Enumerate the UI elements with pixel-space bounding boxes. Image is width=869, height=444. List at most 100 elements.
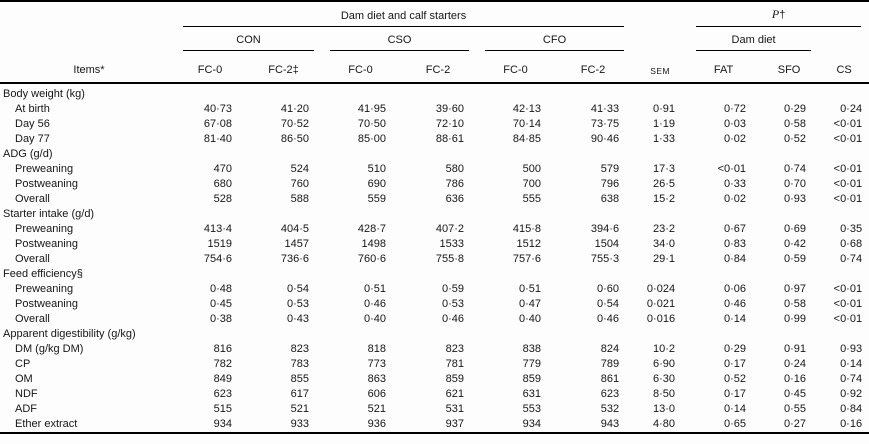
cell-value: 6·90 — [653, 358, 676, 370]
spacer-cell — [819, 27, 869, 51]
row-label: Day 77 — [15, 133, 50, 145]
row-label: DM (g/kg DM) — [15, 343, 84, 355]
cell-value: 0·74 — [840, 373, 863, 385]
column-header-fc0-cfo: FC-0 — [503, 64, 528, 76]
cell-value: 0·016 — [646, 313, 676, 325]
spacer-cell — [0, 27, 175, 51]
cell-value: 0·38 — [209, 313, 232, 325]
table-header: Dam diet and calf starters P† CON CSO CF… — [0, 1, 869, 83]
cell-value: 500 — [522, 163, 541, 175]
cell-value: 0·84 — [724, 253, 747, 265]
row-label: Preweaning — [15, 283, 74, 295]
spacer-cell — [632, 27, 688, 51]
cell-value: 0·51 — [363, 283, 386, 295]
cell-value: <0·01 — [833, 193, 863, 205]
table-row: Preweaning 413·4 404·5 428·7 407·2 415·8 394·6… — [0, 222, 869, 237]
cell-value: 755·3 — [590, 253, 620, 265]
header-row-spans: Dam diet and calf starters P† — [0, 1, 869, 27]
cell-value: 0·68 — [840, 238, 863, 250]
cell-value: 0·97 — [784, 283, 807, 295]
cell-value: 553 — [522, 403, 541, 415]
cell-value: 0·74 — [840, 253, 863, 265]
table-row: NDF 623 617 606 621 631 623 8·50 0·17 0·45 0·92 — [0, 387, 869, 402]
cell-value: 532 — [600, 403, 620, 415]
cell-value: 0·40 — [518, 313, 541, 325]
cell-value: <0·01 — [833, 178, 863, 190]
cell-value: 521 — [290, 403, 309, 415]
cell-value: 407·2 — [435, 223, 464, 235]
column-header-fat: FAT — [713, 64, 734, 76]
cell-value: 1519 — [207, 238, 232, 250]
cell-value: <0·01 — [833, 298, 863, 310]
cell-value: 34·0 — [653, 238, 676, 250]
cell-value: 4·80 — [653, 418, 676, 430]
cell-value: 70·50 — [357, 118, 386, 130]
row-label: Preweaning — [15, 163, 74, 175]
row-label: Preweaning — [15, 223, 74, 235]
cell-value: 17·3 — [653, 163, 676, 175]
cell-value: 934 — [213, 418, 232, 430]
cell-value: 760·6 — [357, 253, 386, 265]
cell-value: 638 — [600, 193, 620, 205]
cell-value: 13·0 — [653, 403, 676, 415]
cell-value: 0·52 — [784, 133, 807, 145]
section-row: ADG (g/d) — [0, 147, 869, 162]
section-label: Starter intake (g/d) — [3, 208, 95, 220]
spacer-cell — [0, 1, 175, 27]
cell-value: 0·59 — [441, 283, 464, 295]
cell-value: 404·5 — [280, 223, 309, 235]
cell-value: 524 — [290, 163, 309, 175]
cell-value: 0·46 — [441, 313, 464, 325]
group-cfo: CFO — [477, 27, 632, 51]
dam-diet-calf-starters-span: Dam diet and calf starters — [175, 1, 632, 27]
p-header-label: P† — [696, 7, 862, 27]
cell-value: 580 — [445, 163, 464, 175]
dagger-symbol: † — [779, 9, 786, 21]
cell-value: 0·16 — [784, 373, 807, 385]
column-header-fc0-con: FC-0 — [197, 64, 223, 76]
cell-value: 818 — [367, 343, 386, 355]
cell-value: <0·01 — [833, 313, 863, 325]
section-row: Feed efficiency§ — [0, 267, 869, 282]
cell-value: 0·54 — [597, 298, 620, 310]
cell-value: <0·01 — [833, 163, 863, 175]
cell-value: 937 — [445, 418, 464, 430]
cell-value: 823 — [290, 343, 309, 355]
cell-value: 786 — [445, 178, 464, 190]
cell-value: 0·51 — [518, 283, 541, 295]
cell-value: 415·8 — [512, 223, 541, 235]
spacer-cell — [632, 1, 688, 27]
row-label: Postweaning — [15, 178, 78, 190]
table-body: Body weight (kg) At birth 40·73 41·20 41·95 3… — [0, 83, 869, 433]
section-row: Starter intake (g/d) — [0, 207, 869, 222]
cell-value: 515 — [213, 403, 232, 415]
cell-value: 29·1 — [653, 253, 676, 265]
column-header-fc2-cfo: FC-2 — [580, 64, 606, 76]
column-header-cs: CS — [836, 64, 852, 76]
cell-value: 0·16 — [840, 418, 863, 430]
cell-value: 0·47 — [518, 298, 541, 310]
cell-value: 0·55 — [784, 403, 807, 415]
cell-value: 85·00 — [357, 133, 386, 145]
cell-value: 0·14 — [724, 403, 747, 415]
cell-value: 623 — [213, 388, 232, 400]
row-label: ADF — [15, 403, 37, 415]
cell-value: 783 — [290, 358, 309, 370]
section-label: Feed efficiency§ — [3, 268, 83, 280]
cell-value: 528 — [213, 193, 232, 205]
items-column-header: Items* — [73, 64, 105, 76]
cell-value: 41·95 — [357, 103, 386, 115]
cell-value: 0·29 — [784, 103, 807, 115]
cell-value: 757·6 — [512, 253, 541, 265]
cell-value: 0·024 — [646, 283, 676, 295]
cell-value: 934 — [522, 418, 541, 430]
row-label: At birth — [15, 103, 50, 115]
cell-value: 588 — [290, 193, 309, 205]
cell-value: 0·93 — [840, 343, 863, 355]
group-con-label: CON — [183, 34, 314, 51]
cell-value: 1498 — [361, 238, 386, 250]
cell-value: 0·24 — [840, 103, 863, 115]
row-label: NDF — [15, 388, 38, 400]
cell-value: 0·60 — [597, 283, 620, 295]
p-value-span: P† — [688, 1, 869, 27]
